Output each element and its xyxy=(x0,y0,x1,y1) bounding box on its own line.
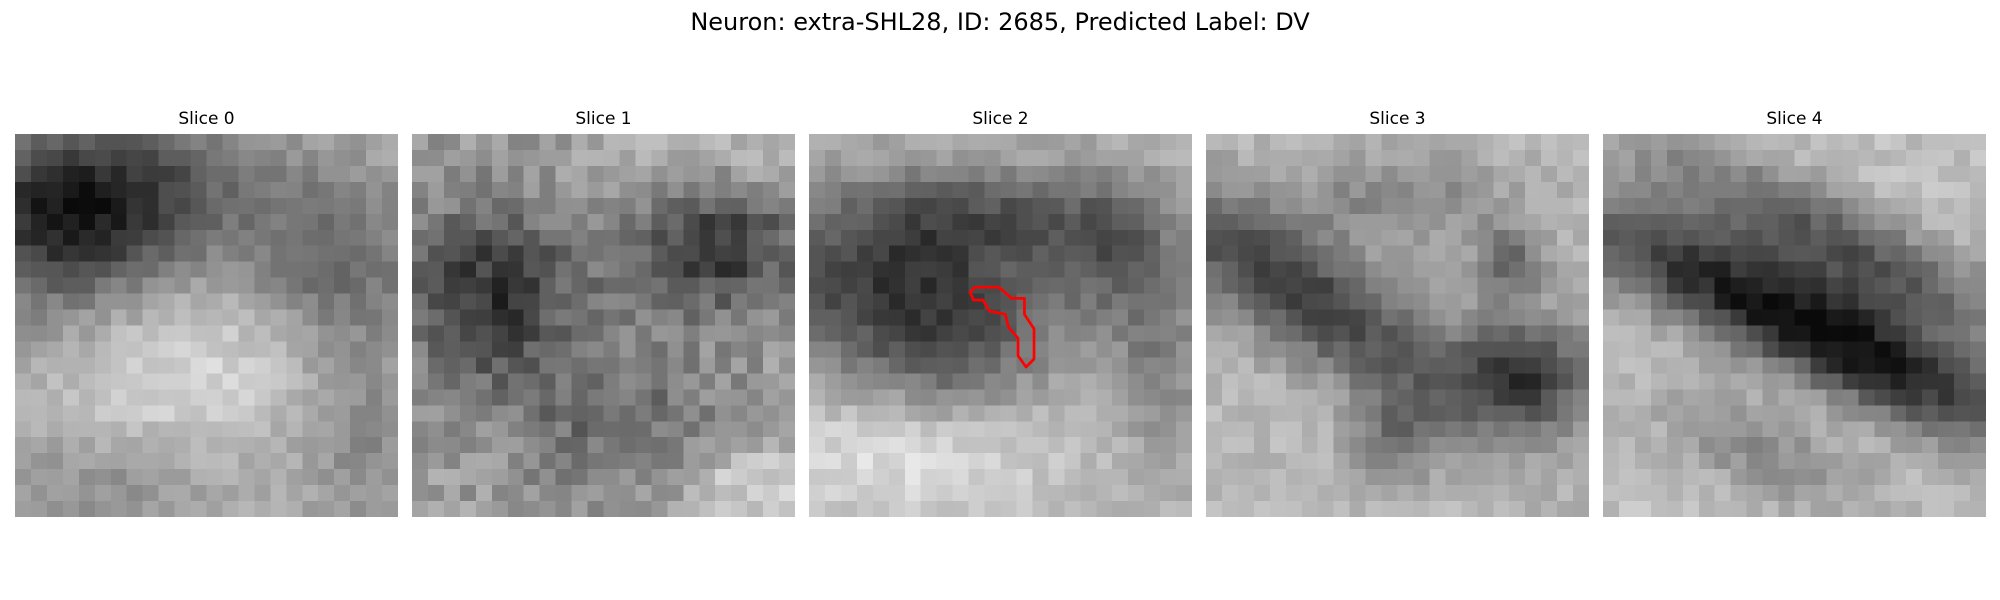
slice-panel-1: Slice 1 xyxy=(412,108,795,517)
slice-title: Slice 3 xyxy=(1369,109,1426,129)
slice-image xyxy=(15,134,398,517)
slice-image xyxy=(1206,134,1589,517)
slice-title: Slice 1 xyxy=(575,109,632,129)
roi-contour xyxy=(968,285,1036,369)
slice-panel-3: Slice 3 xyxy=(1206,108,1589,517)
slice-title: Slice 2 xyxy=(972,109,1029,129)
slice-image xyxy=(1603,134,1986,517)
slice-0-image xyxy=(15,134,398,517)
slice-image xyxy=(809,134,1192,517)
slice-panel-2: Slice 2 xyxy=(809,108,1192,517)
figure-title: Neuron: extra-SHL28, ID: 2685, Predicted… xyxy=(690,8,1310,36)
slice-1-image xyxy=(412,134,795,517)
slice-image xyxy=(412,134,795,517)
slice-2-image xyxy=(809,134,1192,517)
slice-title: Slice 4 xyxy=(1766,109,1823,129)
slice-3-image xyxy=(1206,134,1589,517)
slice-panel-0: Slice 0 xyxy=(15,108,398,517)
slice-4-image xyxy=(1603,134,1986,517)
slice-title: Slice 0 xyxy=(178,109,235,129)
slice-panel-4: Slice 4 xyxy=(1603,108,1986,517)
